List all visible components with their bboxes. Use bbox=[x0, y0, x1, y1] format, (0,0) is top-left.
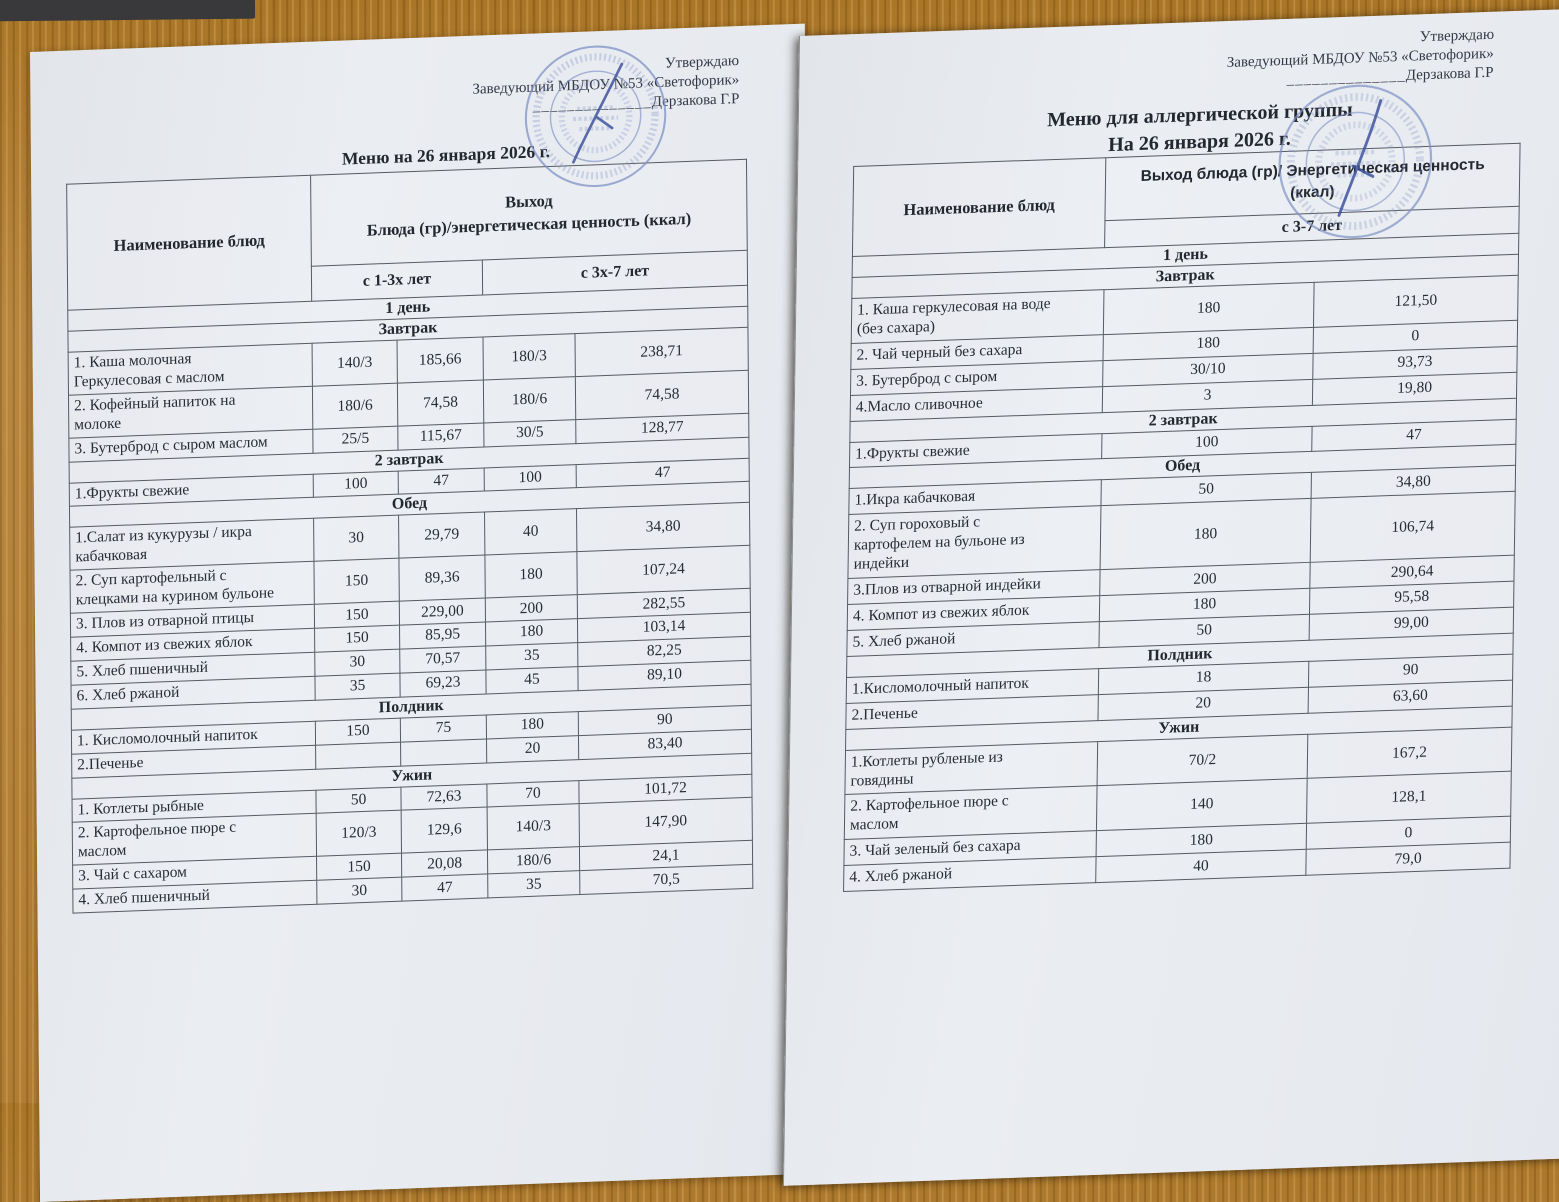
value-cell: 89,36 bbox=[398, 555, 486, 602]
value-cell: 30 bbox=[316, 877, 402, 905]
menu-table-body: 1 день Завтрак 1. Каша молочная Геркулесов… bbox=[67, 285, 753, 914]
value-cell: 180/6 bbox=[483, 376, 576, 423]
value-cell: 150 bbox=[315, 717, 401, 745]
value-cell: 100 bbox=[313, 470, 399, 498]
signature-blank: ______________ bbox=[1286, 68, 1406, 89]
value-cell: 25/5 bbox=[312, 425, 398, 453]
value-cell: 180 bbox=[485, 618, 578, 646]
value-cell: 238,71 bbox=[574, 327, 749, 377]
value-cell: 140 bbox=[1096, 778, 1308, 831]
value-cell: 34,80 bbox=[576, 502, 750, 552]
value-cell: 180/6 bbox=[312, 382, 398, 429]
value-cell: 20,08 bbox=[401, 850, 488, 878]
value-cell: 29,79 bbox=[398, 512, 485, 559]
value-cell: 70/2 bbox=[1097, 733, 1308, 787]
value-cell: 200 bbox=[485, 594, 578, 622]
value-cell: 229,00 bbox=[399, 598, 486, 626]
value-cell: 40 bbox=[484, 509, 577, 556]
value-cell: 140/3 bbox=[487, 803, 580, 851]
value-cell: 150 bbox=[316, 853, 402, 881]
value-cell: 20 bbox=[486, 735, 579, 763]
approval-block: Утверждаю Заведующий МБДОУ №53 «Светофор… bbox=[472, 52, 739, 119]
value-cell: 128,1 bbox=[1306, 771, 1512, 824]
value-cell: 100 bbox=[484, 464, 577, 492]
value-cell: 69,23 bbox=[399, 669, 487, 697]
value-cell: 35 bbox=[485, 642, 578, 670]
value-cell: 47 bbox=[398, 467, 485, 495]
value-cell: 180 bbox=[486, 711, 579, 739]
value-cell: 150 bbox=[314, 601, 400, 629]
value-cell: 70,5 bbox=[579, 864, 753, 895]
value-cell: 180 bbox=[1100, 498, 1312, 570]
col-header-dish-name: Наименование блюд bbox=[66, 175, 312, 311]
value-cell: 74,58 bbox=[575, 370, 749, 420]
value-cell: 74,58 bbox=[397, 379, 484, 426]
value-cell: 185,66 bbox=[397, 336, 484, 383]
value-cell: 180 bbox=[1103, 282, 1315, 335]
value-cell bbox=[315, 741, 401, 769]
value-cell: 35 bbox=[314, 672, 401, 700]
value-cell bbox=[400, 738, 487, 766]
value-cell: 115,67 bbox=[397, 422, 484, 450]
value-cell: 50 bbox=[315, 786, 402, 814]
signature-blank: ______________ bbox=[532, 94, 652, 115]
menu-table: Наименование блюд Выход блюда (гр)/ Энер… bbox=[843, 142, 1521, 892]
menu-page-main: Утверждаю Заведующий МБДОУ №53 «Светофор… bbox=[30, 23, 815, 1202]
dish-name-cell: 2. Суп гороховый с картофелем на бульоне… bbox=[847, 506, 1101, 579]
value-cell: 140/3 bbox=[312, 340, 398, 387]
value-cell: 107,24 bbox=[576, 545, 751, 595]
value-cell: 180/3 bbox=[483, 333, 576, 380]
value-cell: 30 bbox=[313, 515, 399, 562]
menu-table: Наименование блюд Выход Блюда (гр)/энерг… bbox=[66, 158, 754, 914]
value-cell: 72,63 bbox=[400, 783, 488, 811]
value-cell: 180/6 bbox=[487, 846, 580, 875]
value-cell: 70,57 bbox=[399, 645, 486, 673]
value-cell: 150 bbox=[313, 558, 400, 605]
value-cell: 47 bbox=[401, 874, 488, 902]
value-cell: 167,2 bbox=[1307, 726, 1512, 779]
signee-name: Дерзакова Г.Р bbox=[651, 91, 740, 111]
col-header-dish-name: Наименование блюд bbox=[852, 157, 1106, 257]
value-cell: 129,6 bbox=[401, 807, 488, 854]
value-cell: 30 bbox=[314, 648, 400, 677]
value-cell: 35 bbox=[487, 870, 580, 898]
col-header-output-energy: Выход Блюда (гр)/энергетическая ценность… bbox=[310, 159, 748, 267]
menu-page-allergy: Утверждаю Заведующий МБДОУ №53 «Светофор… bbox=[782, 8, 1559, 1186]
value-cell: 45 bbox=[485, 666, 579, 694]
value-cell: 150 bbox=[314, 625, 400, 653]
value-cell: 147,90 bbox=[579, 797, 753, 847]
value-cell: 180 bbox=[484, 551, 578, 599]
value-cell: 70 bbox=[486, 780, 580, 808]
value-cell: 106,74 bbox=[1310, 491, 1516, 563]
value-cell: 85,95 bbox=[399, 621, 486, 649]
value-cell: 30/5 bbox=[483, 419, 576, 447]
value-cell: 121,50 bbox=[1313, 275, 1519, 328]
approval-block: Утверждаю Заведующий МБДОУ №53 «Светофор… bbox=[1226, 26, 1495, 93]
value-cell: 120/3 bbox=[316, 810, 402, 857]
menu-table-body: 1 день Завтрак 1. Каша геркулесовая на вод… bbox=[843, 233, 1519, 892]
dark-table-edge bbox=[0, 0, 256, 22]
value-cell: 75 bbox=[400, 714, 487, 742]
signee-name: Дерзакова Г.Р bbox=[1405, 65, 1494, 85]
